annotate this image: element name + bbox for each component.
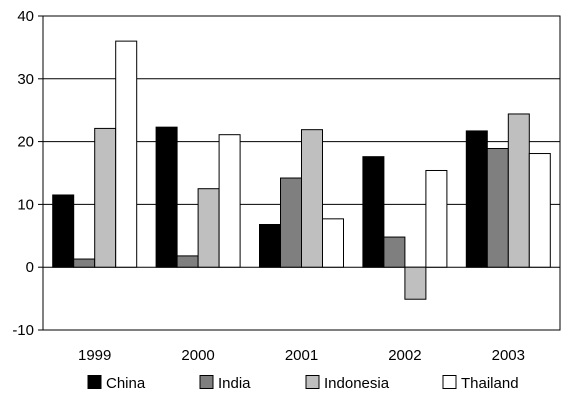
bar-thailand-2000 xyxy=(218,134,241,268)
bar-india-2003 xyxy=(486,148,509,268)
bar-thailand-2003 xyxy=(528,153,551,268)
y-tick-label--10: -10 xyxy=(12,322,34,339)
x-tick-label-2001: 2001 xyxy=(285,347,318,364)
bar-india-2001 xyxy=(280,177,302,268)
legend-swatch-indonesia xyxy=(305,375,320,389)
bar-indonesia-1999 xyxy=(94,127,117,268)
bar-indonesia-2000 xyxy=(197,188,220,268)
bar-india-2000 xyxy=(176,255,199,268)
bar-thailand-2001 xyxy=(322,218,344,268)
plot-frame xyxy=(42,15,561,331)
bar-indonesia-2002 xyxy=(404,266,427,300)
bar-thailand-2002 xyxy=(425,169,448,268)
legend-label-china: China xyxy=(106,375,146,392)
y-tick-label-30: 30 xyxy=(17,71,34,88)
bar-indonesia-2003 xyxy=(507,113,530,268)
bar-india-1999 xyxy=(73,258,96,268)
x-tick-label-2002: 2002 xyxy=(388,347,421,364)
y-tick-label-0: 0 xyxy=(26,259,34,276)
legend-label-thailand: Thailand xyxy=(461,375,519,392)
legend-swatch-thailand xyxy=(442,375,457,389)
bar-china-2000 xyxy=(155,126,178,268)
bar-indonesia-2001 xyxy=(301,129,323,268)
legend-swatch-china xyxy=(87,375,102,389)
bar-china-2003 xyxy=(465,130,488,268)
x-tick-label-1999: 1999 xyxy=(78,347,111,364)
y-tick-label-20: 20 xyxy=(17,134,34,151)
bar-india-2002 xyxy=(383,236,406,268)
legend-label-india: India xyxy=(218,375,251,392)
bar-china-1999 xyxy=(52,194,75,268)
legend-swatch-india xyxy=(199,375,214,389)
y-tick-label-40: 40 xyxy=(17,8,34,25)
y-tick-label-10: 10 xyxy=(17,196,34,213)
axes: -10 0 10 20 30 40 1999 2000 2001 2002 2003 xyxy=(12,8,561,364)
bars xyxy=(52,40,551,300)
bar-thailand-1999 xyxy=(115,40,138,268)
legend: China India Indonesia Thailand xyxy=(87,375,519,392)
x-tick-label-2003: 2003 xyxy=(492,347,525,364)
bar-china-2002 xyxy=(362,156,385,268)
bar-china-2001 xyxy=(259,223,281,268)
legend-label-indonesia: Indonesia xyxy=(324,375,390,392)
x-tick-label-2000: 2000 xyxy=(181,347,214,364)
